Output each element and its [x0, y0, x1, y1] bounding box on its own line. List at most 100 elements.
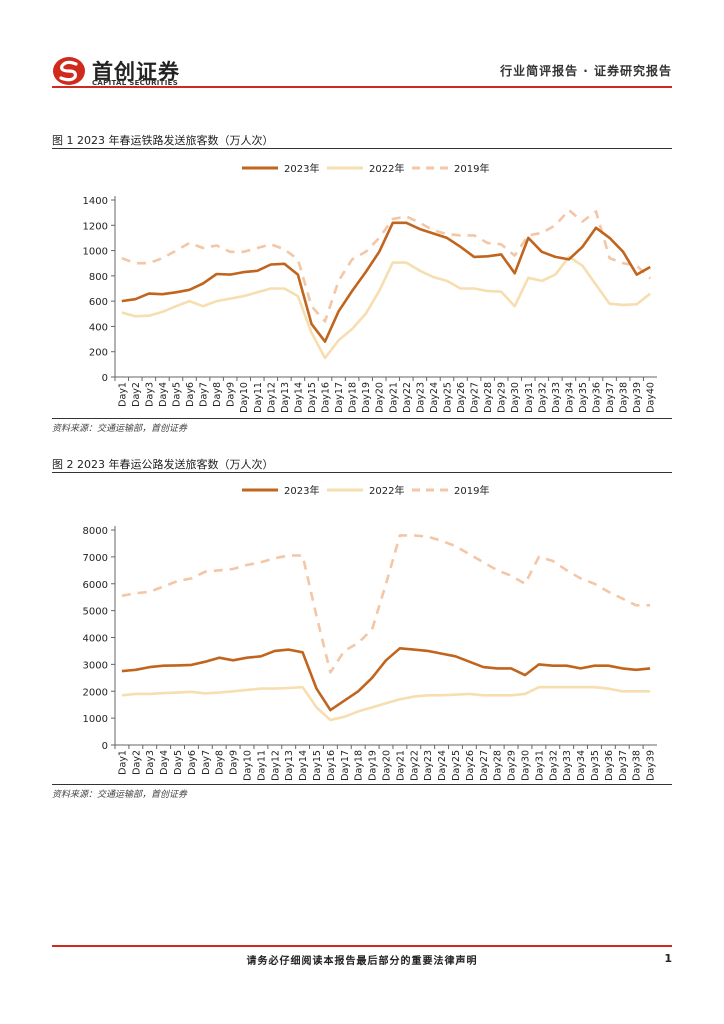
x-tick-label: Day21	[388, 382, 399, 413]
header-divider	[52, 86, 672, 88]
series-3-point	[149, 591, 151, 593]
x-tick-label: Day6	[187, 750, 198, 775]
x-tick-label: Day7	[199, 382, 210, 407]
x-tick-label: Day38	[632, 750, 643, 781]
footer-divider	[52, 945, 672, 947]
series-3-point	[405, 215, 407, 217]
x-tick-label: Day22	[409, 750, 420, 781]
x-tick-label: Day29	[497, 382, 508, 413]
x-tick-label: Day24	[429, 382, 440, 413]
x-tick-label: Day12	[266, 382, 277, 413]
x-tick-label: Day24	[437, 750, 448, 781]
series-3-point	[175, 250, 177, 252]
figure-1-caption: 图 1 2023 年春运铁路发送旅客数（万人次）	[52, 134, 274, 147]
legend-label-3: 2019年	[454, 162, 489, 175]
x-tick-label: Day11	[253, 382, 264, 413]
x-tick-label: Day35	[578, 382, 589, 413]
series-3-point	[148, 262, 150, 264]
x-tick-label: Day27	[470, 382, 481, 413]
x-tick-label: Day40	[646, 382, 657, 413]
figure-2-bottom-rule	[52, 784, 672, 785]
x-tick-label: Day5	[173, 750, 184, 775]
x-tick-label: Day2	[131, 382, 142, 407]
x-tick-label: Day3	[144, 382, 155, 407]
x-tick-label: Day23	[415, 382, 426, 413]
legend-label-1: 2023年	[284, 484, 319, 497]
series-3-point	[297, 258, 299, 260]
series-3-point	[482, 561, 484, 563]
x-tick-label: Day33	[551, 382, 562, 413]
x-tick-label: Day17	[340, 750, 351, 781]
x-tick-label: Day39	[632, 382, 643, 413]
series-line-2	[121, 685, 651, 722]
series-3-point	[302, 555, 304, 557]
x-tick-label: Day8	[215, 750, 226, 775]
x-tick-label: Day17	[334, 382, 345, 413]
x-tick-label: Day13	[284, 750, 295, 781]
company-logo-icon	[53, 57, 85, 85]
x-tick-label: Day1	[117, 382, 128, 407]
legend-label-1: 2023年	[284, 162, 319, 175]
series-3-point	[163, 585, 165, 587]
series-line-3	[121, 208, 652, 323]
series-3-point	[419, 222, 421, 224]
x-tick-label: Day31	[524, 382, 535, 413]
series-3-point	[343, 650, 345, 652]
series-3-point	[134, 262, 136, 264]
x-tick-label: Day9	[229, 750, 240, 775]
y-tick-label: 6000	[83, 580, 108, 591]
figure-2-top-rule	[52, 472, 672, 473]
x-tick-label: Day18	[354, 750, 365, 781]
series-3-point	[496, 569, 498, 571]
series-3-point	[524, 583, 526, 585]
x-tick-label: Day10	[243, 750, 254, 781]
x-tick-label: Day34	[576, 750, 587, 781]
y-tick-label: 2000	[83, 687, 108, 698]
x-tick-label: Day31	[534, 750, 545, 781]
x-tick-label: Day30	[510, 382, 521, 413]
report-type: 行业简评报告 · 证券研究报告	[500, 64, 672, 78]
x-tick-label: Day8	[212, 382, 223, 407]
y-tick-label: 0	[102, 373, 108, 384]
series-3-point	[288, 555, 290, 557]
x-tick-label: Day26	[465, 750, 476, 781]
x-tick-label: Day27	[479, 750, 490, 781]
series-3-point	[135, 592, 137, 594]
x-tick-label: Day3	[145, 750, 156, 775]
x-tick-label: Day23	[423, 750, 434, 781]
x-tick-label: Day1	[117, 750, 128, 775]
series-3-point	[510, 575, 512, 577]
x-tick-label: Day12	[270, 750, 281, 781]
series-3-point	[446, 233, 448, 235]
series-3-point	[636, 265, 638, 267]
highway-passenger-chart: 2023年 2022年 2019年 0 1000 2000 3000 4000 5000 6000…	[83, 484, 657, 781]
x-tick-label: Day22	[402, 382, 413, 413]
x-tick-label: Day14	[293, 382, 304, 413]
y-tick-label: 1400	[83, 196, 108, 207]
x-tick-label: Day19	[368, 750, 379, 781]
y-tick-label: 800	[89, 272, 108, 283]
y-tick-label: 600	[89, 297, 108, 308]
y-tick-label: 4000	[83, 634, 108, 645]
company-name-en: CAPITAL SECURITIES	[92, 79, 179, 87]
x-tick-label: Day4	[159, 750, 170, 775]
x-tick-label: Day4	[158, 382, 169, 407]
x-tick-label: Day37	[618, 750, 629, 781]
x-tick-label: Day34	[564, 382, 575, 413]
y-tick-label: 5000	[83, 607, 108, 618]
legend-label-2: 2022年	[369, 162, 404, 175]
y-tick-label: 1000	[83, 714, 108, 725]
legend-label-2: 2022年	[369, 484, 404, 497]
x-tick-label: Day18	[348, 382, 359, 413]
x-tick-label: Day16	[326, 750, 337, 781]
series-3-point	[357, 642, 359, 644]
figure-1-top-rule	[52, 148, 672, 149]
series-3-point	[455, 545, 457, 547]
legend-label-3: 2019年	[454, 484, 489, 497]
y-tick-label: 200	[89, 348, 108, 359]
page-number: 1	[664, 952, 672, 965]
x-tick-label: Day32	[537, 382, 548, 413]
figure-2-source: 资料来源：交通运输部，首创证券	[52, 790, 188, 800]
series-3-point	[338, 280, 340, 282]
series-3-point	[541, 232, 543, 234]
